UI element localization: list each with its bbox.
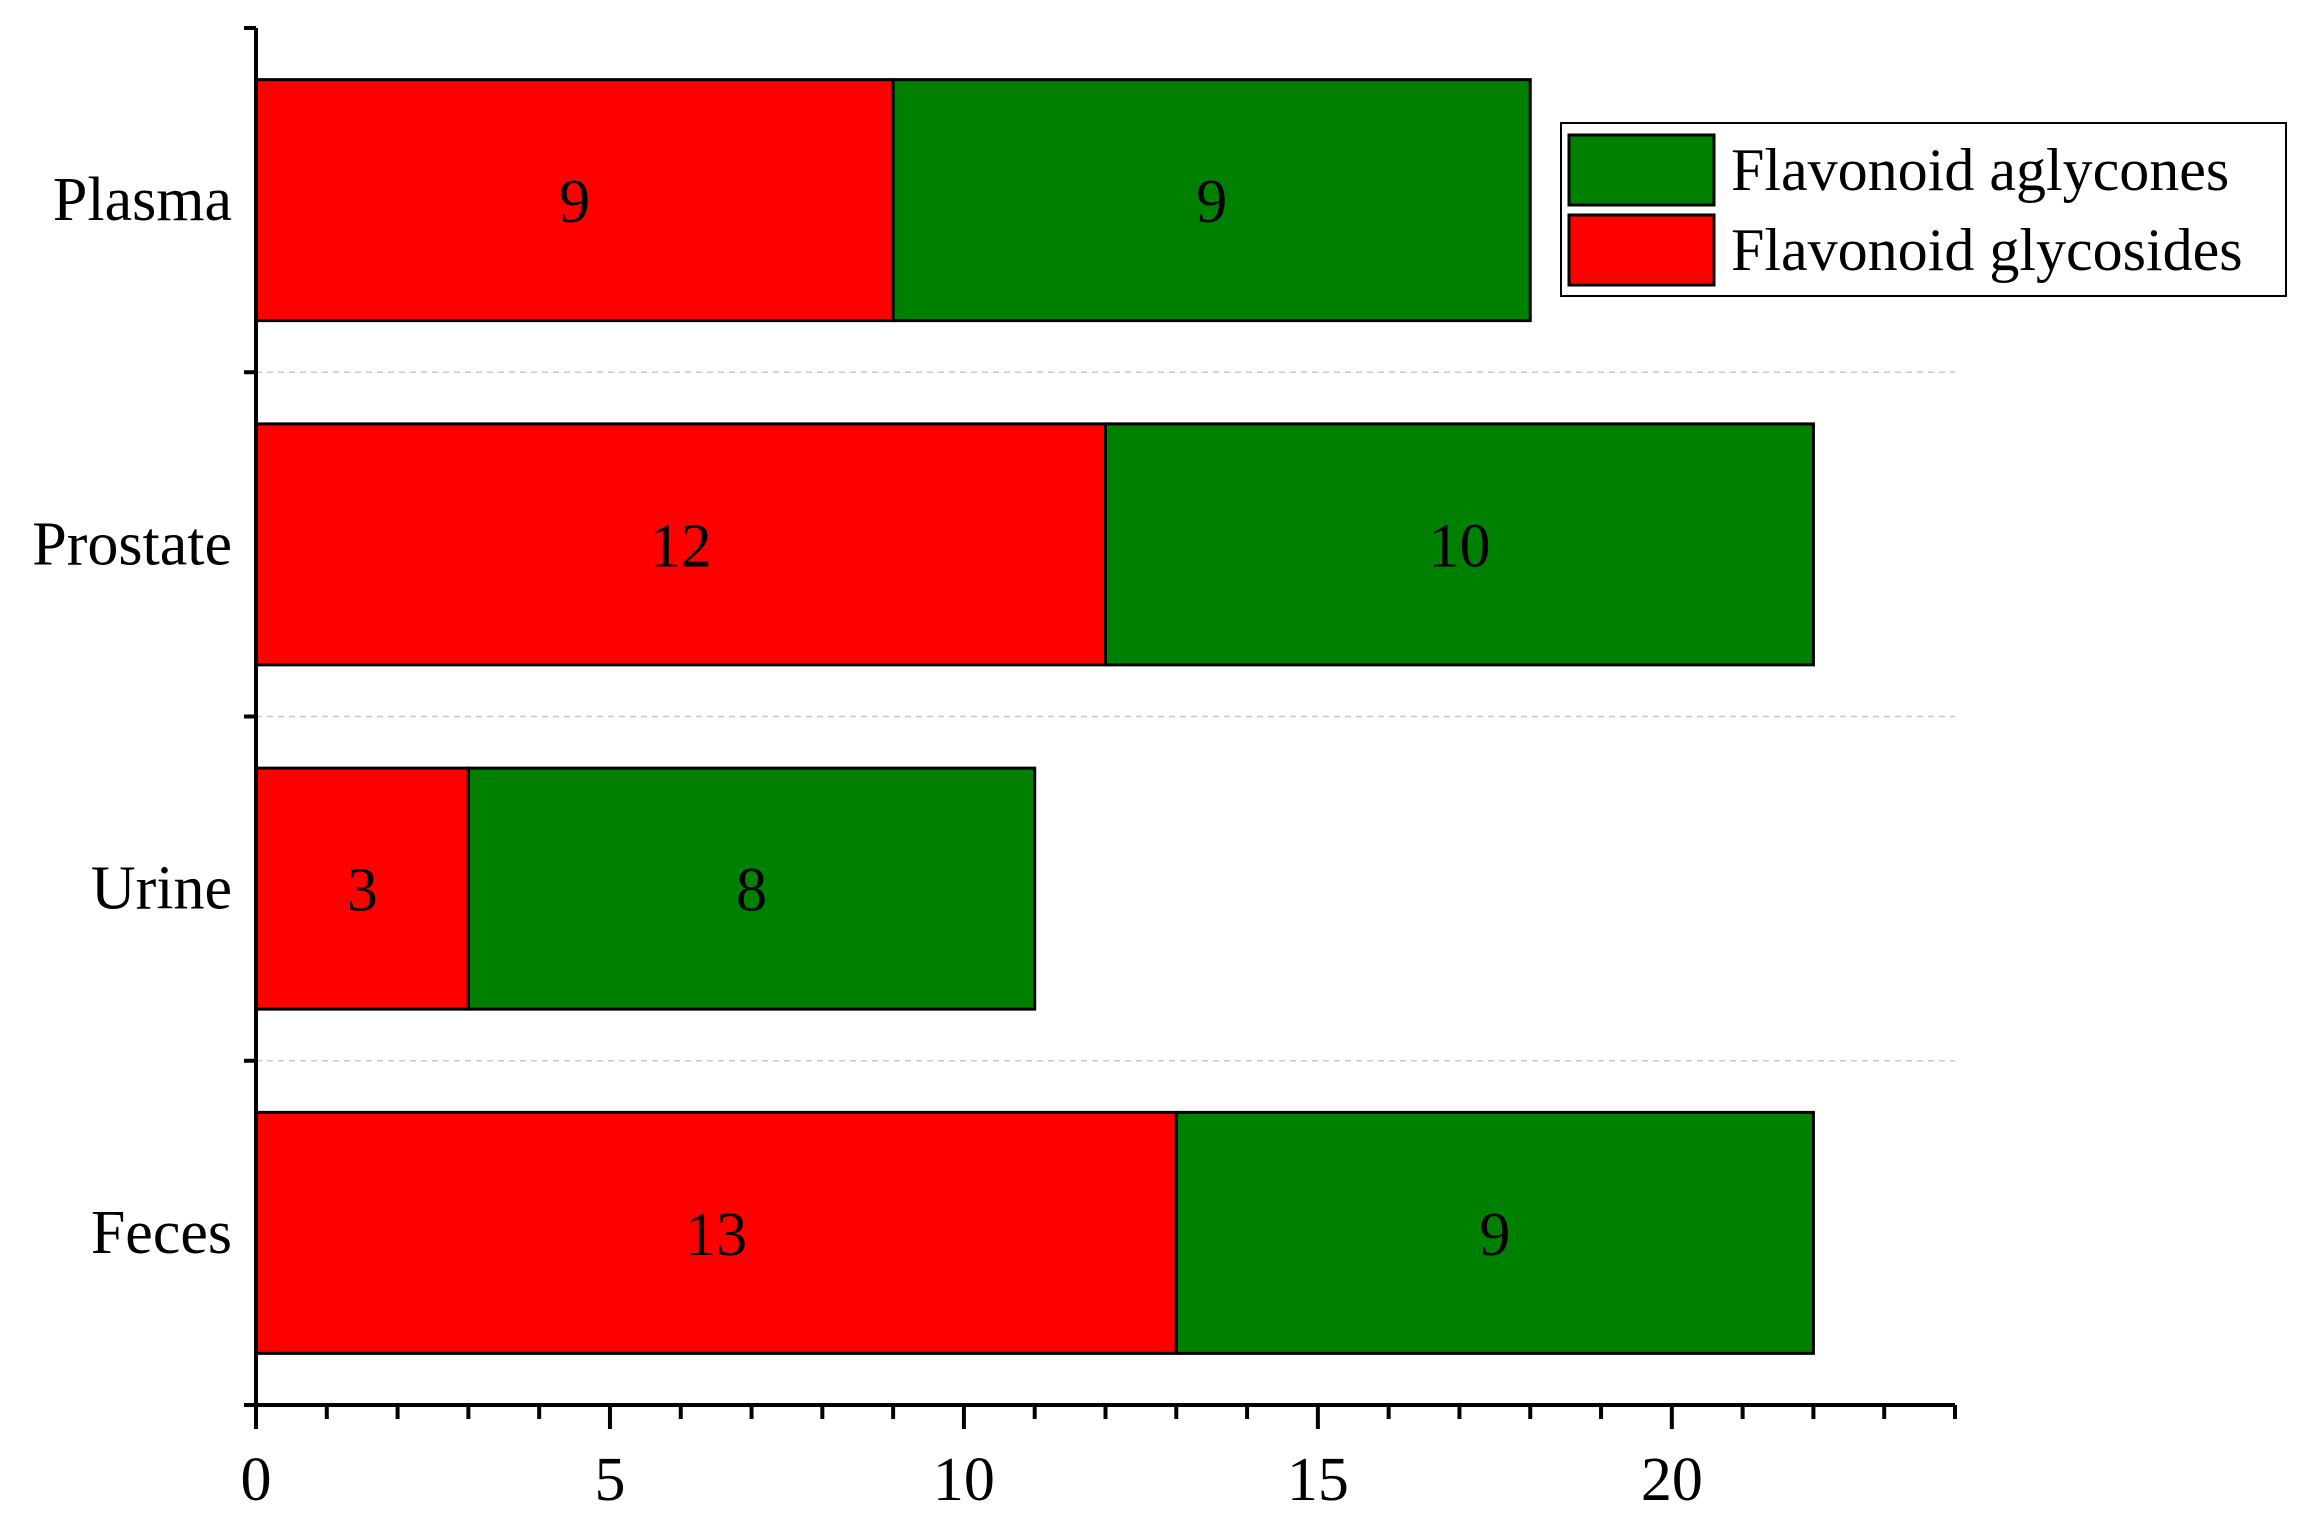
grid-layer xyxy=(256,371,1955,1062)
bar-prostate-aglycones xyxy=(1104,422,1815,667)
legend-swatch xyxy=(1567,133,1716,207)
x-tick-label: 20 xyxy=(1641,1446,1703,1514)
bar-feces-glycosides xyxy=(254,1110,1178,1355)
x-tick-label: 5 xyxy=(594,1446,625,1514)
category-label-feces: Feces xyxy=(91,1199,232,1267)
category-label-urine: Urine xyxy=(91,855,232,923)
bar-value-label: 8 xyxy=(736,857,767,925)
bar-plasma-aglycones xyxy=(891,78,1532,323)
x-tick-label: 15 xyxy=(1287,1446,1349,1514)
x-tick-label: 10 xyxy=(933,1446,995,1514)
bar-prostate-glycosides xyxy=(254,422,1107,667)
legend-entry-label: Flavonoid aglycones xyxy=(1731,137,2229,203)
bars-layer: 9 9 12 10 3 8 13 9 xyxy=(254,78,1815,1355)
bar-feces-aglycones xyxy=(1174,1110,1815,1355)
bar-urine-aglycones xyxy=(466,766,1037,1011)
x-tick-label: 0 xyxy=(241,1446,272,1514)
legend-entry-label: Flavonoid glycosides xyxy=(1731,217,2243,283)
legend-swatch xyxy=(1567,213,1716,287)
legend: Flavonoid aglycones Flavonoid glycosides xyxy=(1560,122,2287,297)
axis-layer: Plasma Prostate Urine Feces 0 5 10 15 20 xyxy=(32,26,1957,1514)
bar-value-label: 13 xyxy=(685,1201,747,1269)
bar-value-label: 3 xyxy=(347,857,378,925)
bar-value-label: 9 xyxy=(1479,1201,1510,1269)
category-label-plasma: Plasma xyxy=(53,166,232,234)
bar-value-label: 9 xyxy=(559,168,590,236)
bar-plasma-glycosides xyxy=(254,78,895,323)
category-label-prostate: Prostate xyxy=(32,510,232,578)
bar-value-label: 10 xyxy=(1428,512,1490,580)
bar-value-label: 9 xyxy=(1196,168,1227,236)
bar-value-label: 12 xyxy=(650,512,712,580)
